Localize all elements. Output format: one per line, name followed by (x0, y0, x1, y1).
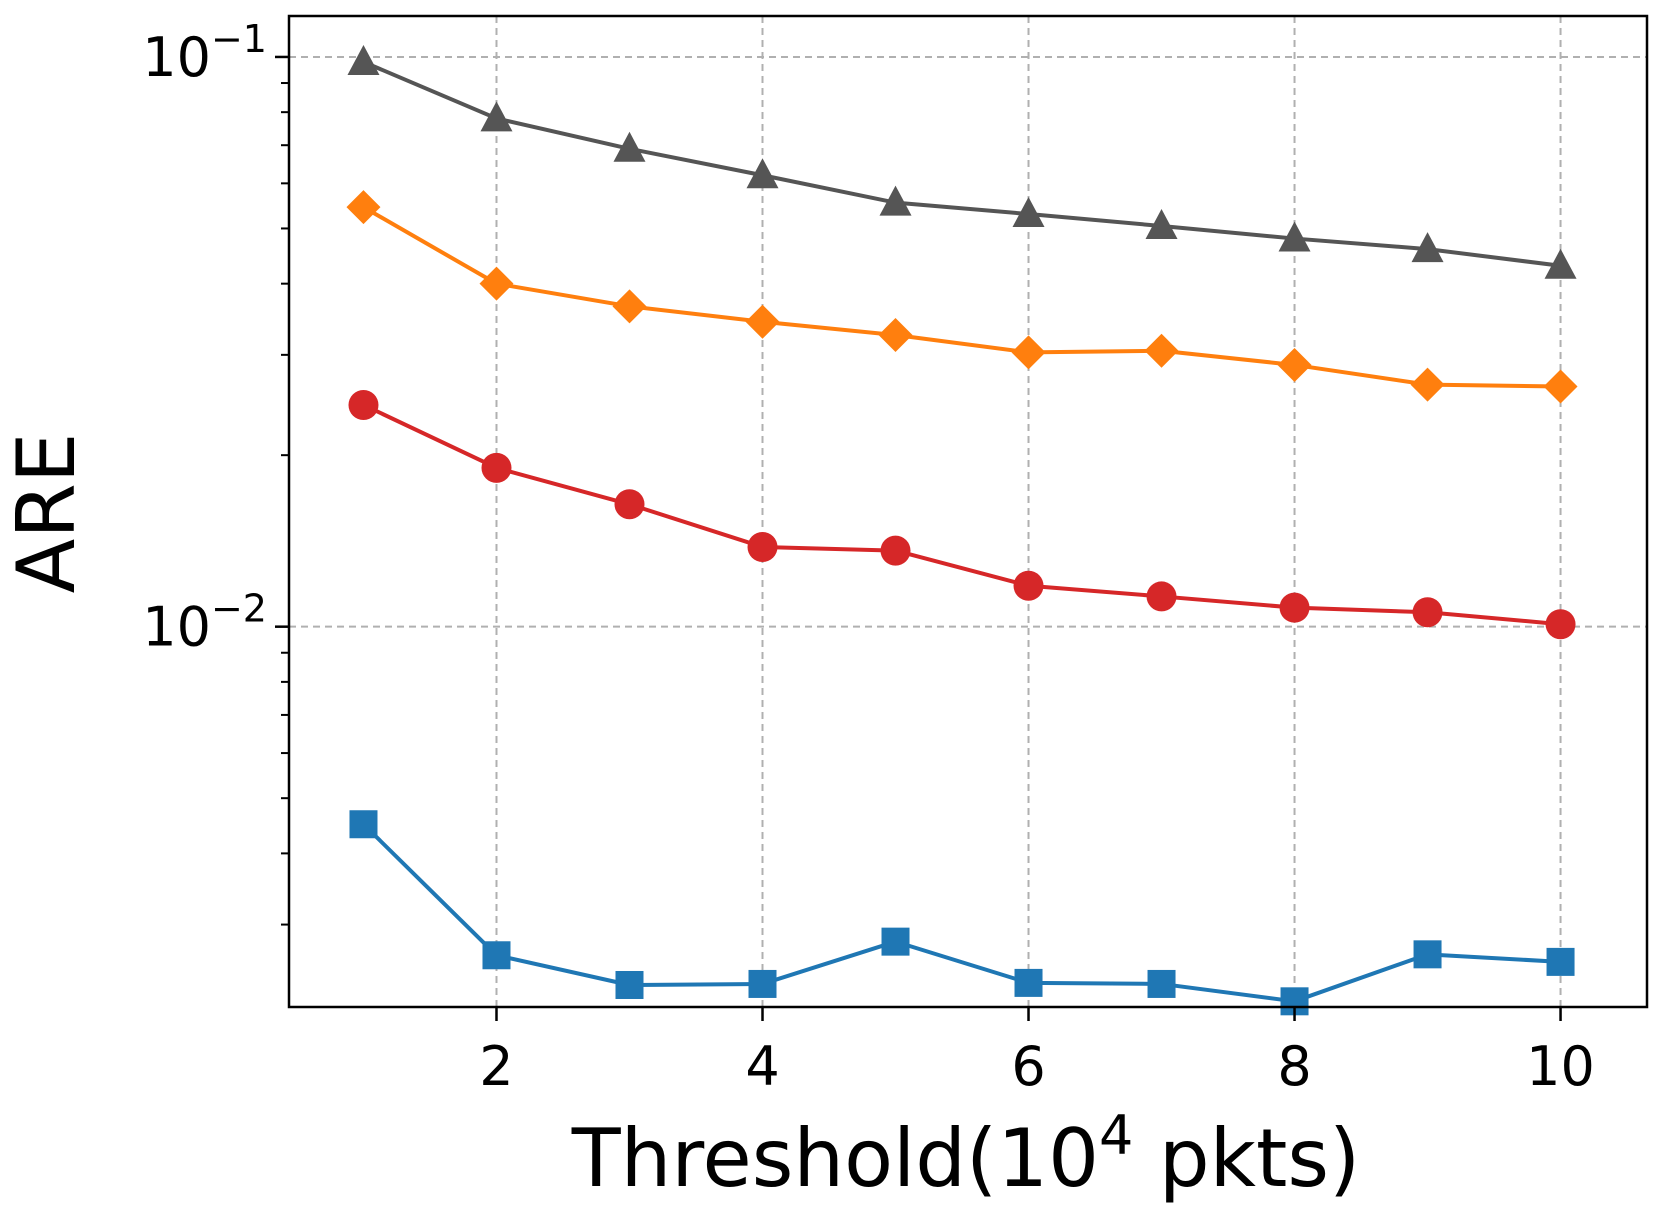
data-point-circle (747, 531, 778, 562)
data-point-square (1413, 940, 1442, 969)
data-point-circle (1412, 597, 1443, 628)
data-point-triangle (1145, 208, 1178, 239)
data-point-square (881, 927, 910, 956)
data-point-diamond (346, 190, 381, 225)
data-point-square (349, 810, 378, 839)
x-axis-label-exponent: 4 (1099, 1104, 1133, 1167)
series-gray-triangle (347, 44, 1577, 279)
data-point-triangle (1544, 248, 1577, 279)
data-point-diamond (1543, 369, 1578, 404)
data-point-square (1546, 947, 1575, 976)
data-point-triangle (347, 44, 380, 75)
y-tick-label: 10−1 (142, 17, 267, 89)
data-point-diamond (612, 289, 647, 324)
data-point-diamond (1011, 335, 1046, 370)
series-blue-square (349, 810, 1575, 1016)
series-red-circle (348, 389, 1576, 640)
data-point-diamond (1144, 333, 1179, 368)
data-point-diamond (1410, 367, 1445, 402)
x-tick-label: 2 (479, 1035, 513, 1098)
data-point-square (1147, 969, 1176, 998)
data-point-triangle (613, 131, 646, 162)
x-axis-label: Threshold(104 pkts) (571, 1104, 1360, 1205)
series-layer (346, 44, 1578, 1016)
data-point-triangle (1012, 197, 1045, 228)
data-point-circle (1146, 581, 1177, 612)
x-axis-label-base: Threshold(10 (571, 1112, 1099, 1205)
data-point-square (748, 969, 777, 998)
data-point-square (615, 970, 644, 999)
x-tick-label: 4 (745, 1035, 779, 1098)
data-point-triangle (1411, 232, 1444, 263)
series-line (362, 403, 1561, 627)
data-point-diamond (745, 304, 780, 339)
x-tick-label: 8 (1277, 1035, 1311, 1098)
data-point-triangle (1278, 221, 1311, 252)
y-tick-label: 10−2 (142, 587, 267, 659)
series-orange-diamond (346, 190, 1578, 404)
x-axis-label-suffix: pkts) (1133, 1112, 1360, 1205)
data-point-circle (1545, 609, 1576, 640)
data-point-circle (880, 535, 911, 566)
data-point-square (482, 941, 511, 970)
y-tick-label-base: 10 (142, 26, 211, 89)
data-point-circle (1013, 570, 1044, 601)
data-point-diamond (1277, 347, 1312, 382)
grid (289, 16, 1647, 1007)
data-point-diamond (878, 318, 913, 353)
x-tick-label: 6 (1011, 1035, 1045, 1098)
data-point-triangle (879, 185, 912, 216)
data-point-circle (1279, 592, 1310, 623)
series-line (362, 822, 1561, 1004)
data-point-circle (614, 489, 645, 520)
data-point-triangle (746, 158, 779, 189)
series-line (362, 60, 1561, 268)
y-axis-label: ARE (0, 433, 93, 594)
series-line (362, 205, 1561, 389)
data-point-diamond (479, 266, 514, 301)
data-point-circle (348, 389, 379, 420)
y-tick-label-exponent: −1 (211, 17, 267, 61)
data-point-circle (481, 452, 512, 483)
y-tick-label-base: 10 (142, 596, 211, 659)
data-point-square (1014, 968, 1043, 997)
y-tick-label-exponent: −2 (211, 587, 267, 631)
plot-frame (287, 14, 1649, 1009)
data-point-triangle (480, 101, 513, 132)
x-tick-label: 10 (1526, 1035, 1595, 1098)
